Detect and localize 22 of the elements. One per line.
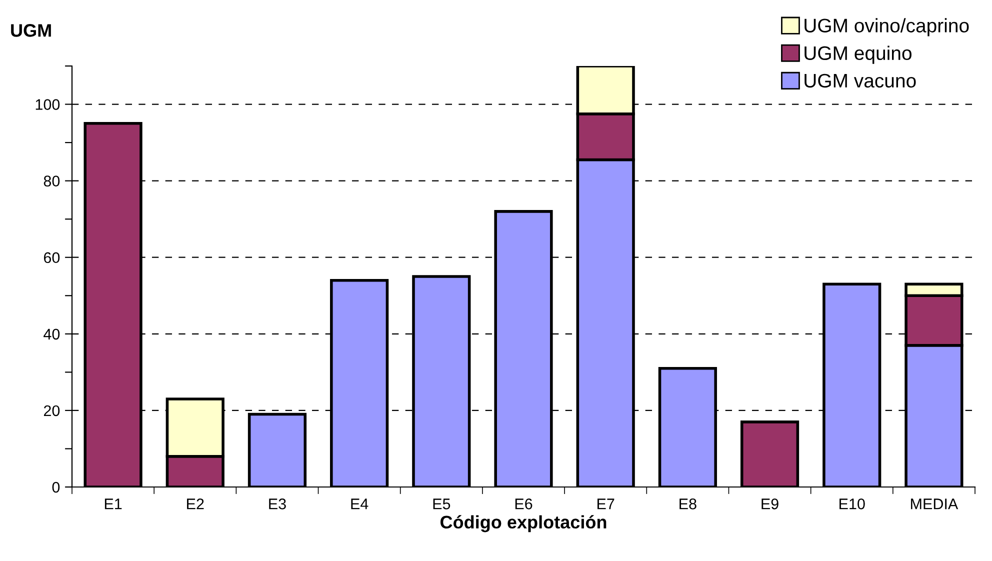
x-tick-label: E5 [433, 498, 450, 510]
y-tick-label: 20 [44, 405, 60, 416]
x-tick-label: MEDIA [911, 498, 958, 510]
x-tick-label: E2 [187, 498, 204, 510]
y-axis-title: UGM [11, 24, 51, 37]
y-tick-label: 80 [44, 176, 60, 187]
legend-label: UGM vacuno [804, 74, 916, 88]
y-tick-label: 60 [44, 252, 60, 264]
x-tick-label: E8 [680, 498, 696, 510]
x-tick-label: E10 [840, 498, 865, 510]
x-tick-label: E9 [762, 498, 778, 510]
y-tick-label: 100 [36, 99, 60, 110]
x-axis-title: Código explotación [440, 515, 606, 532]
y-tick-label: 40 [44, 328, 60, 340]
x-tick-label: E1 [104, 498, 122, 510]
x-tick-label: E7 [598, 498, 614, 510]
legend-label: UGM ovino/caprino [804, 18, 969, 36]
x-tick-label: E3 [269, 498, 286, 510]
x-tick-label: E6 [515, 498, 532, 510]
y-tick-label: 0 [52, 482, 60, 493]
legend-label: UGM equino [804, 46, 912, 64]
x-tick-label: E4 [351, 498, 368, 510]
